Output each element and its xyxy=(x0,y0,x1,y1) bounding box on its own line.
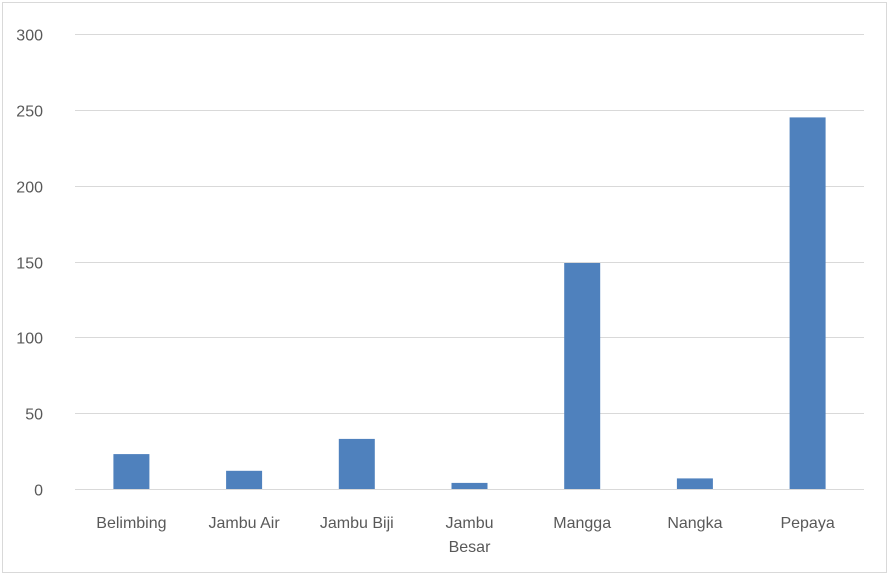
x-tick-label: Nangka xyxy=(667,515,722,532)
x-tick-label: Mangga xyxy=(553,515,611,532)
bar-pepaya xyxy=(789,117,826,490)
bar-jambu-air xyxy=(226,470,263,489)
y-tick-label: 250 xyxy=(16,104,43,121)
y-tick-label: 50 xyxy=(25,407,43,424)
x-tick-label: Jambu Biji xyxy=(320,515,394,532)
x-tick-label: Jambu Air xyxy=(209,515,281,532)
y-axis-ticks: 0 50 100 150 200 250 300 xyxy=(16,28,43,500)
bar-chart: 0 50 100 150 200 250 300 Belimbing Jambu Air Jam… xyxy=(16,28,864,556)
bar-nangka xyxy=(676,478,713,489)
bar-jambu-besar xyxy=(451,482,488,489)
y-tick-label: 300 xyxy=(16,28,43,45)
y-tick-label: 200 xyxy=(16,180,43,197)
y-tick-label: 100 xyxy=(16,331,43,348)
x-tick-label: Belimbing xyxy=(96,515,166,532)
x-tick-label: Pepaya xyxy=(780,515,834,532)
y-tick-label: 0 xyxy=(34,483,43,500)
y-tick-label: 150 xyxy=(16,256,43,273)
bar-belimbing xyxy=(113,454,150,489)
bar-mangga xyxy=(564,263,601,489)
bars xyxy=(113,117,826,490)
x-tick-label: Jambu Besar xyxy=(445,515,493,556)
bar-jambu-biji xyxy=(338,438,375,489)
x-axis-ticks: Belimbing Jambu Air Jambu Biji Jambu Besar Ma… xyxy=(96,515,835,556)
gridlines xyxy=(75,34,864,490)
